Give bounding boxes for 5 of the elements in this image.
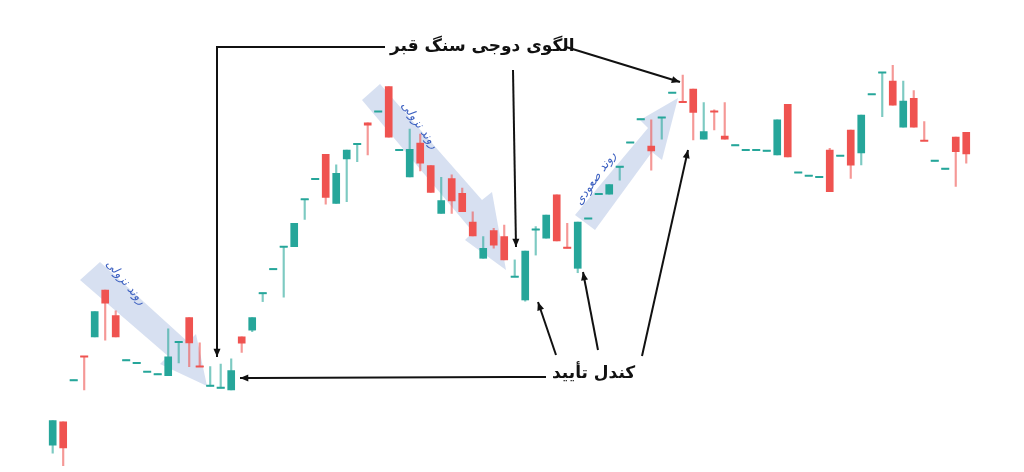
text: الگوی دوجی سنگ قبر xyxy=(390,35,575,55)
annotation: روند صعودی xyxy=(571,148,619,208)
annotation: روند نزولی xyxy=(103,256,149,308)
annotation: کندل تأیید xyxy=(552,362,636,382)
annotation: روند نزولی xyxy=(398,98,442,152)
